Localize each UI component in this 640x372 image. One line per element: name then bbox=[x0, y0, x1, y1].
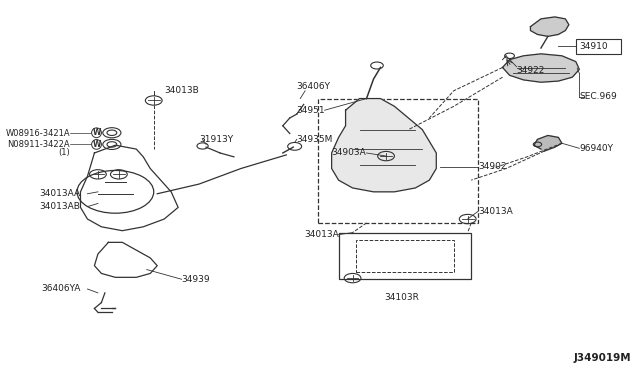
Text: 34013A: 34013A bbox=[478, 207, 513, 216]
Text: 36406Y: 36406Y bbox=[297, 82, 331, 92]
Text: SEC.969: SEC.969 bbox=[579, 92, 617, 101]
Text: 34013A: 34013A bbox=[304, 230, 339, 239]
Text: 34013AA: 34013AA bbox=[39, 189, 81, 198]
Text: W08916-3421A: W08916-3421A bbox=[5, 129, 70, 138]
Text: 34103R: 34103R bbox=[384, 293, 419, 302]
Text: 34902: 34902 bbox=[478, 162, 507, 171]
Bar bbox=[317, 99, 478, 223]
Text: 31913Y: 31913Y bbox=[199, 135, 233, 144]
Text: 34910: 34910 bbox=[579, 42, 608, 51]
Polygon shape bbox=[502, 54, 579, 82]
Polygon shape bbox=[531, 17, 569, 36]
Text: 34951: 34951 bbox=[296, 106, 324, 115]
Text: W: W bbox=[92, 128, 100, 137]
Polygon shape bbox=[332, 99, 436, 192]
Text: N08911-3422A: N08911-3422A bbox=[8, 140, 70, 149]
Text: 96940Y: 96940Y bbox=[579, 144, 613, 153]
Text: 34013B: 34013B bbox=[164, 86, 199, 95]
Polygon shape bbox=[534, 135, 562, 151]
Bar bbox=[576, 39, 621, 54]
Bar bbox=[356, 240, 454, 272]
Text: W: W bbox=[92, 140, 100, 149]
Text: (1): (1) bbox=[58, 148, 70, 157]
Text: 34939: 34939 bbox=[182, 275, 211, 284]
Text: 34922: 34922 bbox=[516, 66, 545, 75]
Text: 34013AB: 34013AB bbox=[40, 202, 81, 211]
Bar bbox=[339, 232, 471, 279]
Text: 36406YA: 36406YA bbox=[41, 285, 81, 294]
Text: J349019M: J349019M bbox=[574, 353, 632, 363]
Text: 34935M: 34935M bbox=[297, 135, 333, 144]
Text: 34903A: 34903A bbox=[332, 148, 367, 157]
